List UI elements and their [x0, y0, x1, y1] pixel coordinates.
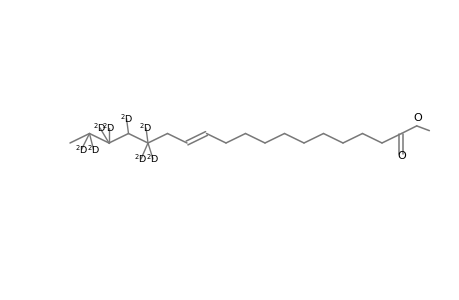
Text: O: O [413, 113, 421, 123]
Text: $^{2}$D: $^{2}$D [120, 112, 133, 125]
Text: $^{2}$D: $^{2}$D [102, 122, 115, 134]
Text: O: O [396, 151, 405, 160]
Text: $^{2}$D: $^{2}$D [87, 143, 100, 156]
Text: $^{2}$D: $^{2}$D [146, 153, 159, 165]
Text: $^{2}$D: $^{2}$D [75, 143, 88, 156]
Text: $^{2}$D: $^{2}$D [139, 122, 152, 134]
Text: $^{2}$D: $^{2}$D [134, 153, 147, 165]
Text: $^{2}$D: $^{2}$D [93, 122, 106, 134]
